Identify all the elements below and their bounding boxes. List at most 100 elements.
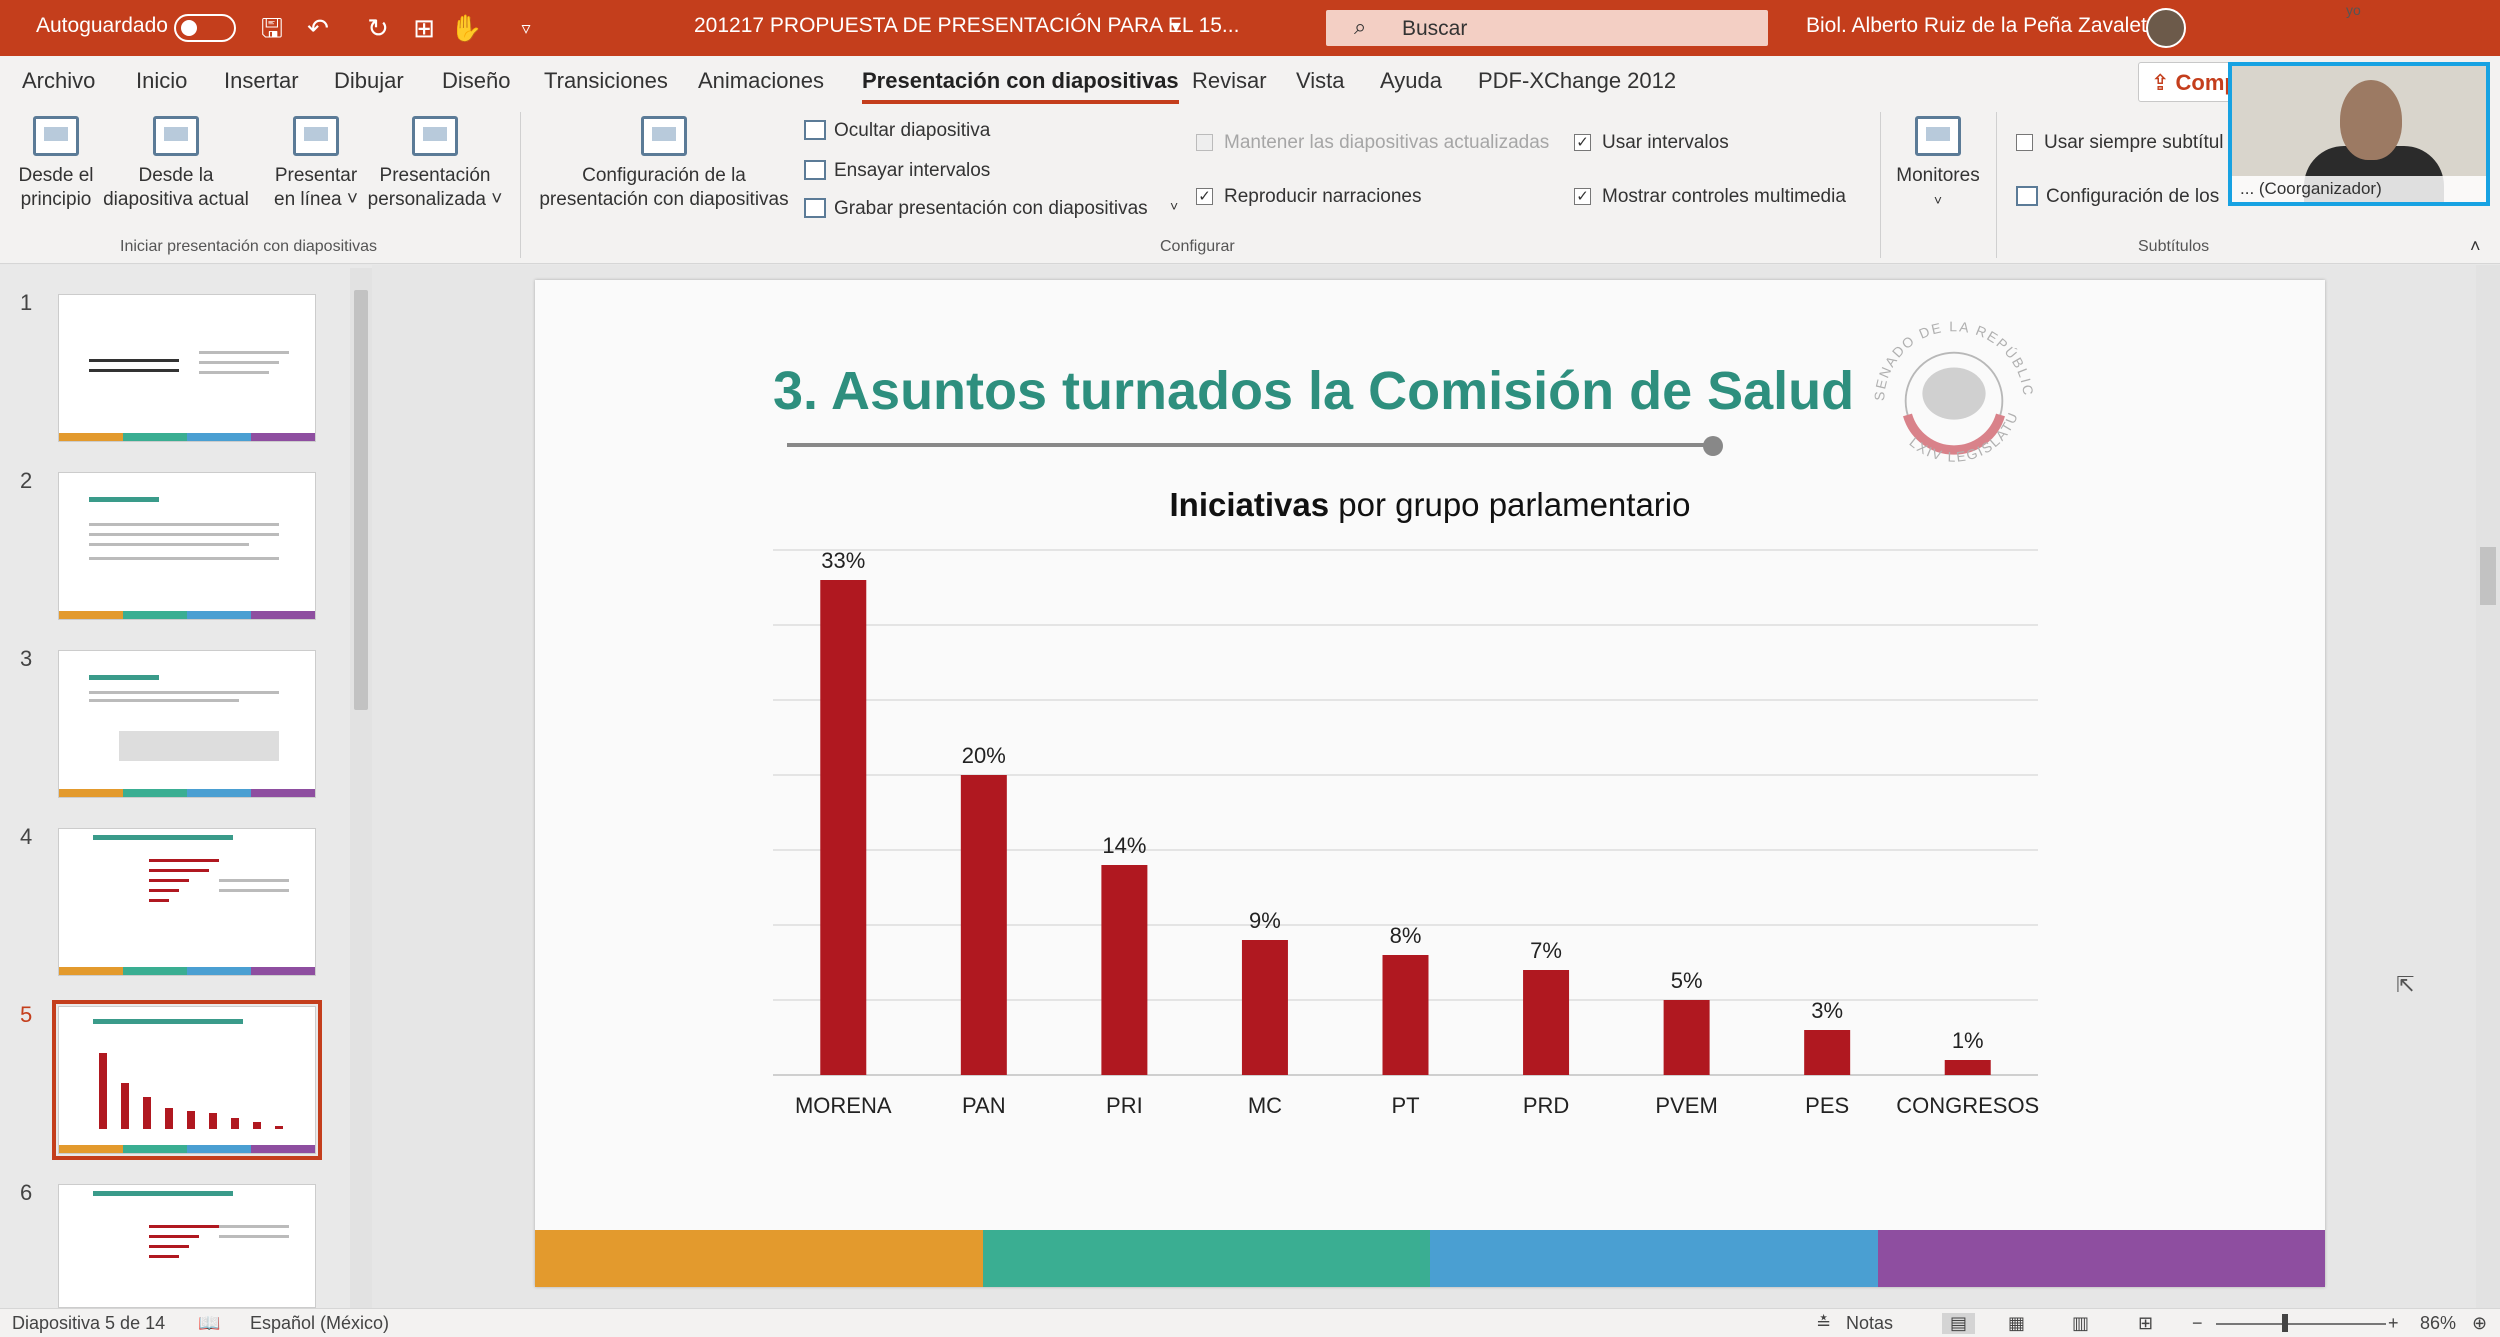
data-label-prd: 7% (1530, 938, 1562, 963)
thumb-bar (187, 1111, 195, 1129)
thumb-text (89, 359, 179, 362)
tab-inicio[interactable]: Inicio (136, 68, 188, 93)
show-media-controls-checkbox[interactable]: ✓ (1574, 188, 1591, 205)
language-indicator[interactable]: Español (México) (250, 1313, 390, 1333)
present-icon[interactable]: ⊞ (413, 13, 435, 43)
setup-show-label-2: presentación con diapositivas (539, 189, 789, 210)
record-dropdown-icon[interactable]: ˅ (1170, 198, 1179, 214)
subtitle-settings-button[interactable]: Configuración de los (2046, 186, 2220, 207)
tab-animaciones[interactable]: Animaciones (698, 68, 824, 93)
always-subtitles-checkbox[interactable] (2016, 134, 2033, 151)
bar-morena (820, 580, 867, 1075)
current-slide[interactable]: 3. Asuntos turnados la Comisión de Salud… (535, 280, 2325, 1287)
undo-icon[interactable]: ↶ (307, 13, 329, 43)
keep-updated-checkbox[interactable] (1196, 134, 1213, 151)
scrollbar-thumb[interactable] (354, 290, 368, 710)
slide-thumbnail-6[interactable] (58, 1184, 316, 1308)
zoom-out-icon[interactable]: − (2192, 1313, 2203, 1333)
tab-transiciones[interactable]: Transiciones (544, 68, 668, 93)
tab-archivo[interactable]: Archivo (22, 68, 96, 93)
custom-show-label-1: Presentación (379, 165, 491, 186)
thumb-bar (275, 1126, 283, 1129)
scrollbar-thumb[interactable] (2480, 547, 2496, 605)
group-label-subtitles: Subtítulos (2138, 238, 2210, 255)
slide-color-bar (535, 1230, 2325, 1287)
thumb-text (199, 371, 269, 374)
thumb-title (93, 1019, 243, 1024)
zoom-level[interactable]: 86% (2420, 1313, 2457, 1333)
zoom-in-icon[interactable]: + (2388, 1313, 2399, 1333)
data-label-congresos: 1% (1952, 1028, 1984, 1053)
rehearse-button[interactable]: Ensayar intervalos (834, 160, 991, 181)
thumb-text (219, 1235, 289, 1238)
search-icon: ⌕ (1354, 14, 1367, 39)
use-timings-label: Usar intervalos (1602, 132, 1729, 153)
thumbnail-number: 1 (20, 290, 33, 315)
thumb-title (89, 497, 159, 502)
slide-scrollbar[interactable] (2476, 265, 2500, 1308)
tab-ayuda[interactable]: Ayuda (1380, 68, 1442, 93)
slide-thumbnail-3[interactable] (58, 650, 316, 798)
title-divider (787, 443, 1711, 447)
hide-slide-icon (804, 120, 826, 140)
spellcheck-icon[interactable]: 📖 (198, 1313, 221, 1333)
tab-pdf-xchange[interactable]: PDF-XChange 2012 (1478, 68, 1677, 93)
thumb-color-bar (59, 967, 315, 975)
slide-sorter-icon[interactable]: ▦ (2008, 1313, 2026, 1333)
tab-dibujar[interactable]: Dibujar (334, 68, 404, 93)
from-current-button[interactable]: Desde la diapositiva actual (98, 116, 254, 212)
thumb-text (219, 1225, 289, 1228)
custom-show-button[interactable]: Presentación personalizada ˅ (364, 116, 506, 212)
thumb-text (219, 879, 289, 882)
title-bar: Autoguardado 🖫 ↶ ↻ ⊞ ✋ ▿ 201217 PROPUEST… (0, 0, 2500, 56)
thumbnail-scrollbar[interactable] (350, 268, 372, 1308)
autosave-toggle[interactable] (174, 14, 236, 42)
zoom-slider[interactable] (2216, 1323, 2386, 1325)
hide-slide-button[interactable]: Ocultar diapositiva (834, 120, 991, 141)
zoom-slider-thumb[interactable] (2282, 1314, 2288, 1332)
thumb-color-bar (59, 789, 315, 797)
tab-revisar[interactable]: Revisar (1192, 68, 1267, 93)
thumb-color-bar (59, 1145, 315, 1153)
slide-thumbnail-1[interactable] (58, 294, 316, 442)
touch-mode-icon[interactable]: ✋ (450, 13, 483, 43)
setup-show-button[interactable]: Configuración de la presentación con dia… (532, 116, 796, 212)
avatar[interactable] (2146, 8, 2186, 48)
present-online-label-1: Presentar (274, 165, 358, 186)
collapse-ribbon-icon[interactable]: ˄ (2470, 236, 2481, 256)
monitors-button[interactable]: Monitores ˅ (1888, 116, 1988, 212)
slide-thumbnail-4[interactable] (58, 828, 316, 976)
always-subtitles-label: Usar siempre subtítul (2044, 132, 2224, 153)
from-start-button[interactable]: Desde el principio (10, 116, 102, 212)
customize-qat-icon[interactable]: ▿ (521, 18, 531, 38)
save-icon[interactable]: 🖫 (260, 13, 284, 43)
ribbon-separator (1996, 112, 1997, 258)
from-current-label-1: Desde la (138, 165, 214, 186)
use-timings-checkbox[interactable]: ✓ (1574, 134, 1591, 151)
tab-vista[interactable]: Vista (1296, 68, 1345, 93)
thumb-color-bar (59, 433, 315, 441)
bar-pes (1804, 1030, 1851, 1075)
slide-title: 3. Asuntos turnados la Comisión de Salud (773, 361, 1855, 421)
webcam-video[interactable]: ... (Coorganizador) (2228, 62, 2490, 206)
slide-thumbnail-5[interactable] (52, 1000, 322, 1160)
search-box[interactable]: ⌕ Buscar (1326, 10, 1768, 46)
monitors-label: Monitores (1896, 165, 1980, 186)
tab-insertar[interactable]: Insertar (224, 68, 299, 93)
present-online-button[interactable]: Presentar en línea ˅ (268, 116, 364, 212)
redo-icon[interactable]: ↻ (367, 13, 389, 43)
data-label-pt: 8% (1390, 923, 1422, 948)
reading-view-icon[interactable]: ▥ (2072, 1313, 2090, 1333)
record-button[interactable]: Grabar presentación con diapositivas (834, 198, 1148, 219)
title-dropdown-icon[interactable]: ▼ (1168, 19, 1184, 36)
fit-slide-icon[interactable]: ⊕ (2472, 1313, 2488, 1333)
slideshow-view-icon[interactable]: ⊞ (2138, 1313, 2154, 1333)
tab-presentacion[interactable]: Presentación con diapositivas (862, 68, 1179, 104)
notes-button[interactable]: Notas (1846, 1313, 1894, 1333)
play-narrations-checkbox[interactable]: ✓ (1196, 188, 1213, 205)
color-segment-purple (1877, 1230, 2325, 1287)
normal-view-icon[interactable]: ▤ (1942, 1313, 1976, 1334)
tab-diseno[interactable]: Diseño (442, 68, 511, 93)
thumb-text (89, 523, 279, 526)
slide-thumbnail-2[interactable] (58, 472, 316, 620)
